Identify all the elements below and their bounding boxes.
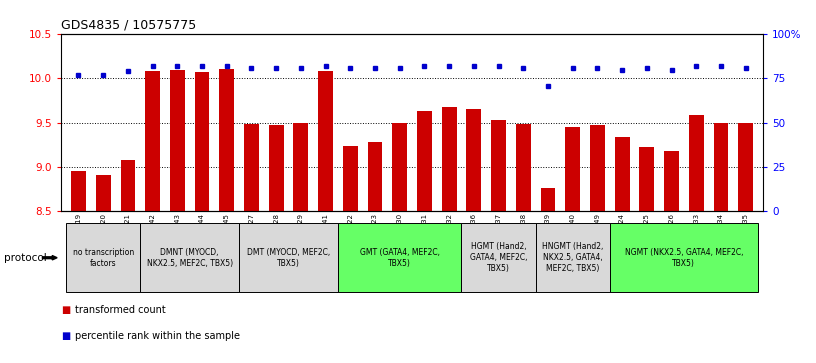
Bar xyxy=(220,69,234,211)
Bar xyxy=(590,125,605,211)
Text: GDS4835 / 10575775: GDS4835 / 10575775 xyxy=(61,19,197,32)
Bar xyxy=(268,125,284,211)
Bar xyxy=(367,142,383,211)
Text: HGMT (Hand2,
GATA4, MEF2C,
TBX5): HGMT (Hand2, GATA4, MEF2C, TBX5) xyxy=(470,242,527,273)
Bar xyxy=(417,111,432,211)
Text: transformed count: transformed count xyxy=(75,305,166,315)
Bar xyxy=(121,160,135,211)
Text: GMT (GATA4, MEF2C,
TBX5): GMT (GATA4, MEF2C, TBX5) xyxy=(360,248,440,268)
Bar xyxy=(140,223,239,292)
Bar xyxy=(738,122,753,211)
Bar xyxy=(689,115,703,211)
Bar xyxy=(610,223,758,292)
Text: protocol: protocol xyxy=(4,253,47,263)
Bar xyxy=(95,175,111,211)
Bar xyxy=(441,107,457,211)
Bar xyxy=(491,120,506,211)
Text: no transcription
factors: no transcription factors xyxy=(73,248,134,268)
Bar xyxy=(467,109,481,211)
Bar xyxy=(195,72,210,211)
Text: HNGMT (Hand2,
NKX2.5, GATA4,
MEF2C, TBX5): HNGMT (Hand2, NKX2.5, GATA4, MEF2C, TBX5… xyxy=(542,242,603,273)
Bar xyxy=(145,72,160,211)
Bar xyxy=(462,223,535,292)
Bar xyxy=(614,138,629,211)
Bar xyxy=(318,72,333,211)
Bar xyxy=(294,122,308,211)
Text: NGMT (NKX2.5, GATA4, MEF2C,
TBX5): NGMT (NKX2.5, GATA4, MEF2C, TBX5) xyxy=(624,248,743,268)
Text: percentile rank within the sample: percentile rank within the sample xyxy=(75,331,240,341)
Bar xyxy=(540,188,556,211)
Bar xyxy=(565,127,580,211)
Text: ■: ■ xyxy=(61,305,70,315)
Bar xyxy=(664,151,679,211)
Text: DMNT (MYOCD,
NKX2.5, MEF2C, TBX5): DMNT (MYOCD, NKX2.5, MEF2C, TBX5) xyxy=(147,248,233,268)
Bar xyxy=(516,124,530,211)
Text: DMT (MYOCD, MEF2C,
TBX5): DMT (MYOCD, MEF2C, TBX5) xyxy=(247,248,330,268)
Bar xyxy=(170,70,184,211)
Bar xyxy=(338,223,462,292)
Bar xyxy=(713,122,729,211)
Bar xyxy=(392,122,407,211)
Bar xyxy=(71,171,86,211)
Text: ■: ■ xyxy=(61,331,70,341)
Bar xyxy=(244,124,259,211)
Bar xyxy=(343,146,357,211)
Bar xyxy=(66,223,140,292)
Bar xyxy=(239,223,338,292)
Bar xyxy=(640,147,654,211)
Bar xyxy=(535,223,610,292)
